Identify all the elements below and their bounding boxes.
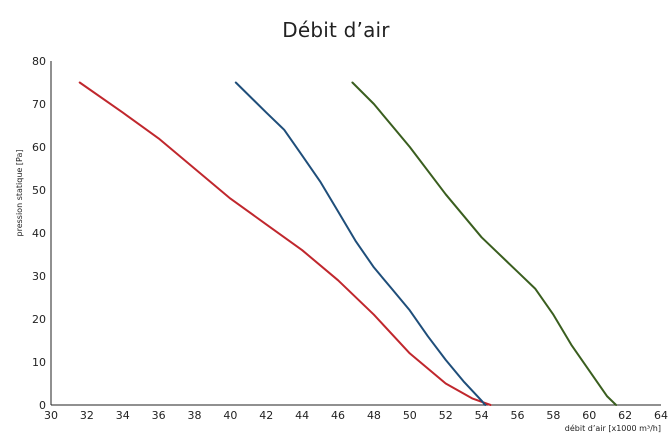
y-tick-label: 80	[32, 55, 46, 68]
x-tick-label: 36	[152, 409, 166, 422]
x-tick-label: 32	[80, 409, 94, 422]
x-tick-label: 56	[510, 409, 524, 422]
x-tick-label: 54	[475, 409, 489, 422]
y-tick-label: 0	[39, 399, 46, 412]
x-tick-label: 30	[44, 409, 58, 422]
y-axis-label: pression statique [Pa]	[15, 150, 24, 237]
x-tick-label: 50	[403, 409, 417, 422]
x-tick-label: 34	[116, 409, 130, 422]
y-ticks: 0 10 20 30 40 50 60 70 80	[32, 55, 46, 412]
x-tick-label: 48	[367, 409, 381, 422]
y-tick-label: 10	[32, 356, 46, 369]
x-tick-label: 44	[295, 409, 309, 422]
x-tick-label: 58	[546, 409, 560, 422]
x-tick-label: 40	[223, 409, 237, 422]
x-tick-label: 52	[439, 409, 453, 422]
y-tick-label: 70	[32, 98, 46, 111]
y-tick-label: 60	[32, 141, 46, 154]
x-tick-label: 62	[618, 409, 632, 422]
y-tick-label: 30	[32, 270, 46, 283]
y-tick-label: 50	[32, 184, 46, 197]
x-tick-label: 60	[582, 409, 596, 422]
y-tick-label: 20	[32, 313, 46, 326]
series-line-2	[236, 83, 485, 406]
y-tick-label: 40	[32, 227, 46, 240]
series-layer	[80, 83, 616, 406]
series-line-3	[352, 83, 616, 406]
x-tick-label: 46	[331, 409, 345, 422]
x-ticks: 30 32 34 36 38 40 42 44 46 48 50 52 54 56 58 60 62 64	[44, 409, 668, 422]
x-axis-label: débit d’air [x1000 m³/h]	[565, 423, 661, 433]
x-tick-label: 42	[259, 409, 273, 422]
x-tick-label: 64	[654, 409, 668, 422]
x-tick-label: 38	[188, 409, 202, 422]
